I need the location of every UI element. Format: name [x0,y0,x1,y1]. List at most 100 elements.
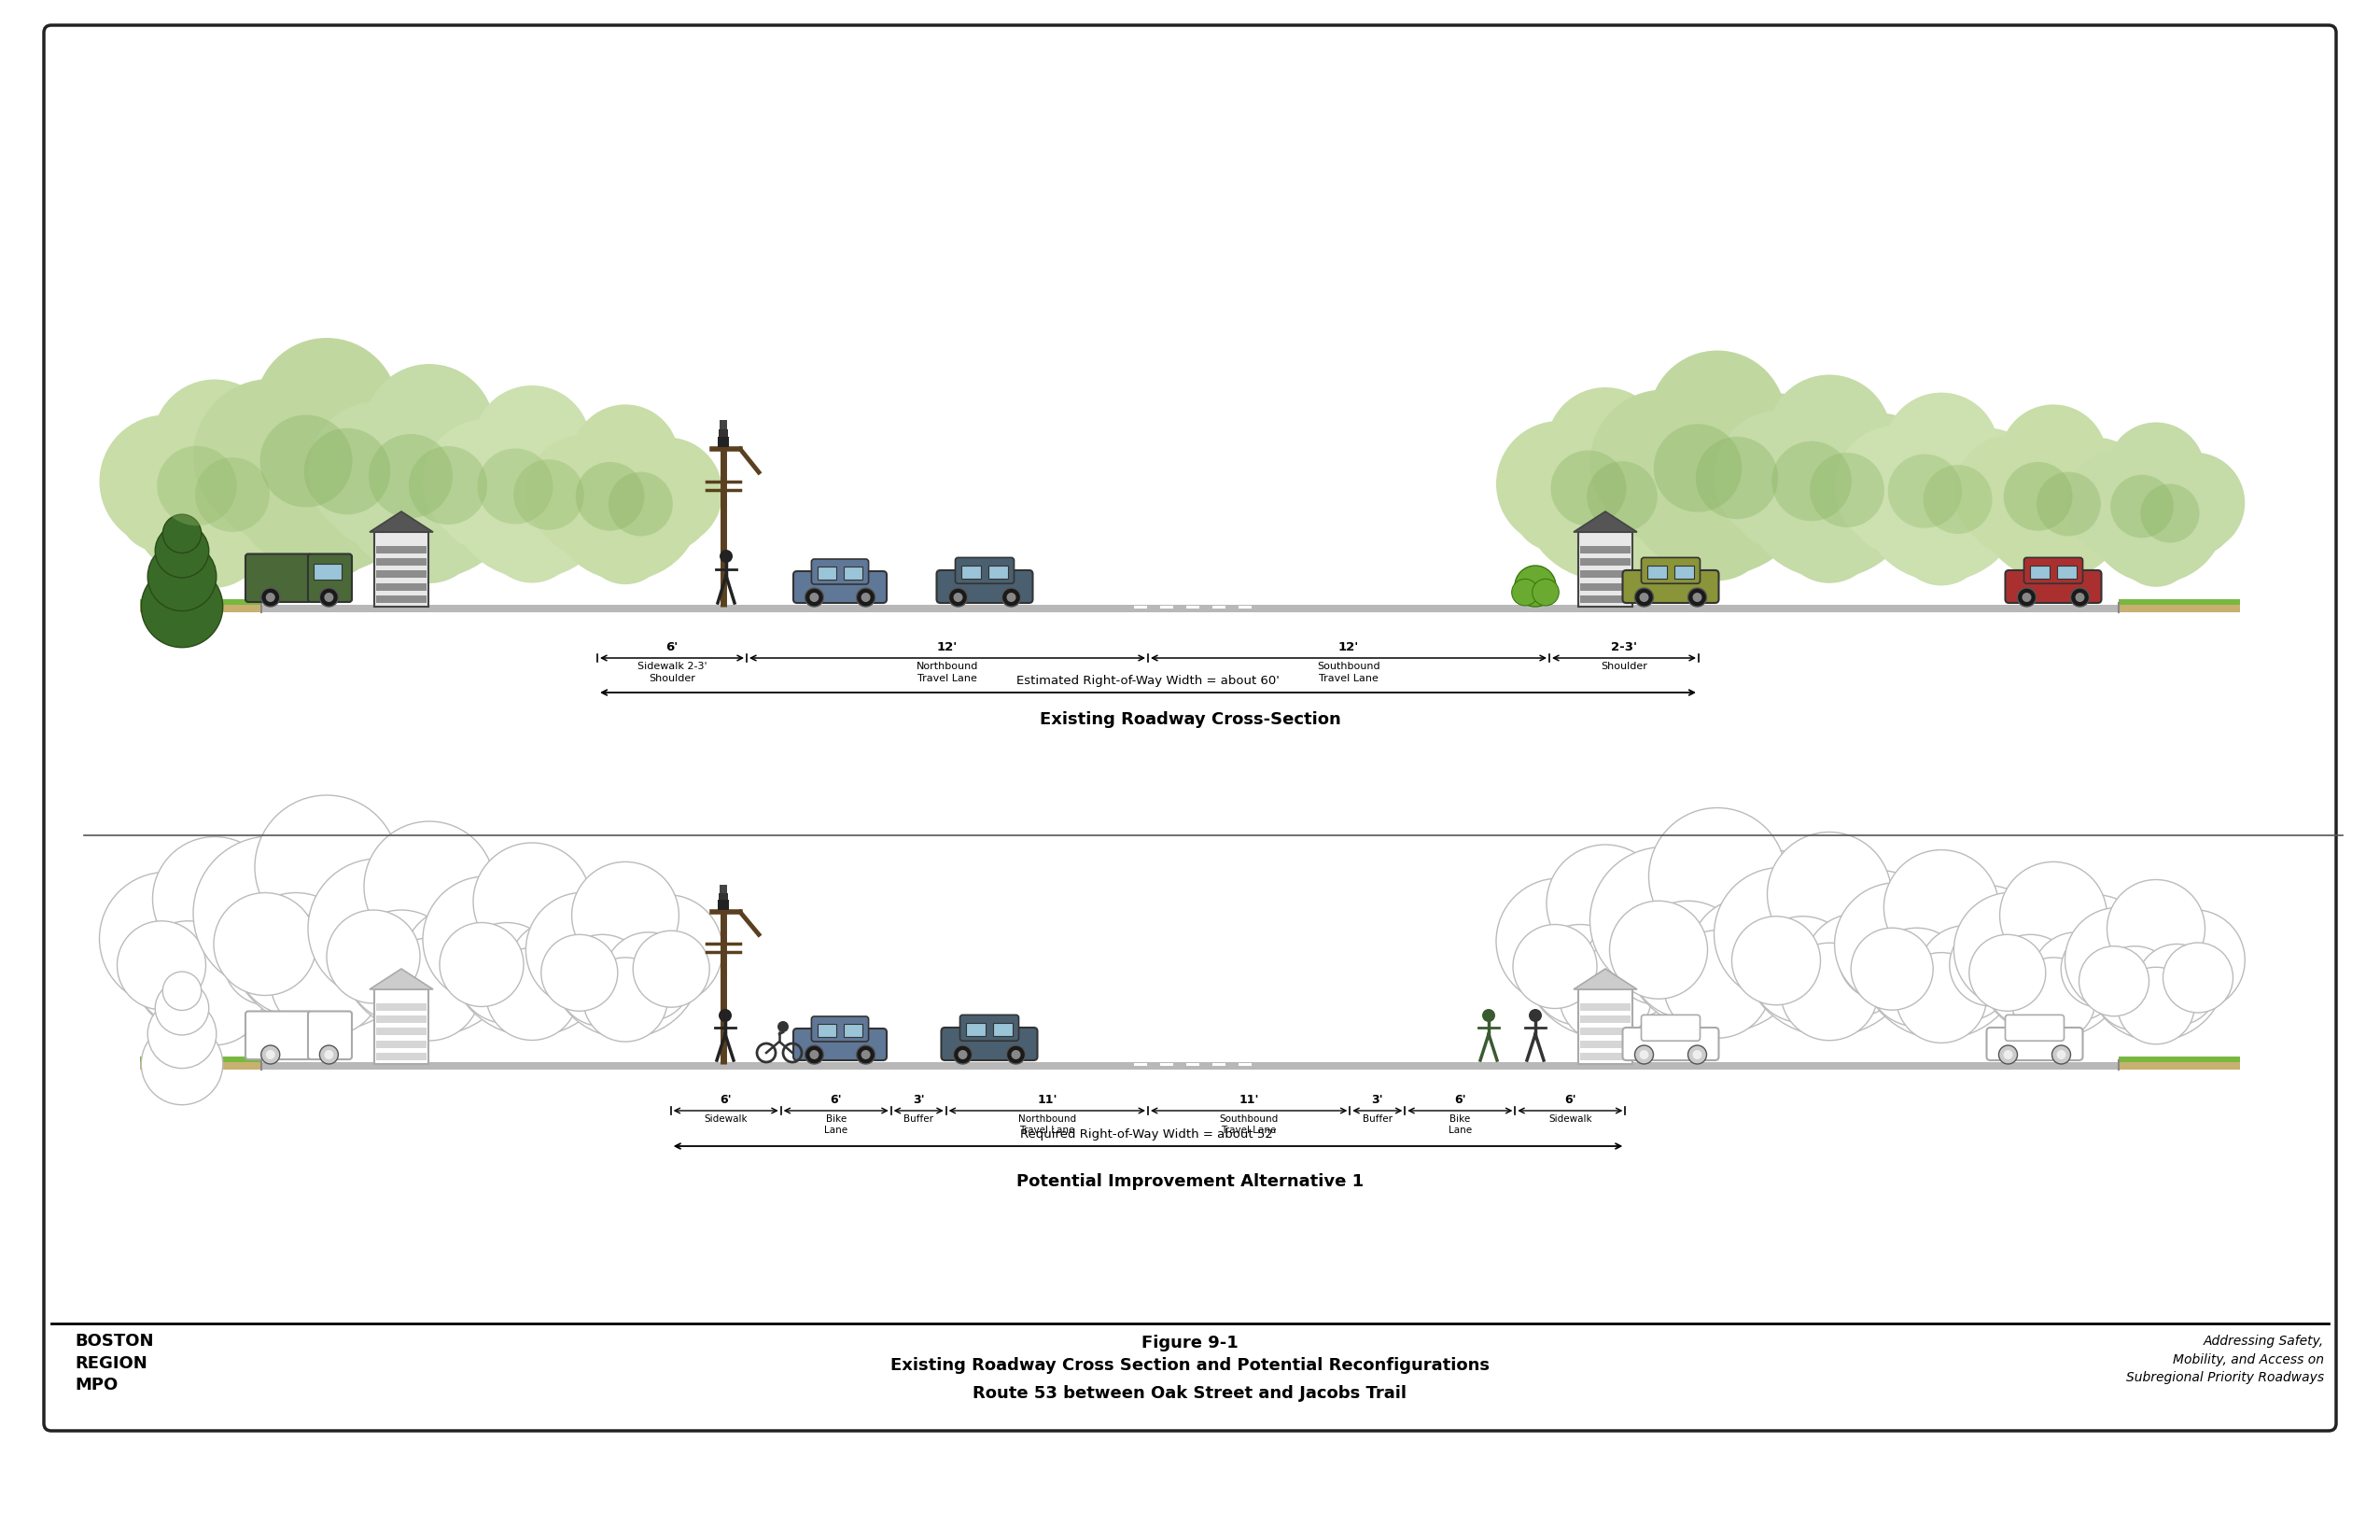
Circle shape [540,477,619,554]
Circle shape [1887,454,1961,528]
Circle shape [1859,417,2023,582]
Circle shape [319,588,338,607]
Circle shape [540,918,624,1003]
Circle shape [474,385,590,504]
Circle shape [424,876,550,1003]
Circle shape [550,428,702,581]
Circle shape [719,1009,731,1023]
Circle shape [338,430,440,533]
Bar [2118,599,2240,605]
Circle shape [409,447,488,525]
Circle shape [157,447,238,525]
Circle shape [214,893,317,995]
Circle shape [190,918,293,1021]
Bar [140,605,2240,613]
Bar [1185,1063,1200,1066]
Text: Route 53 between Oak Street and Jacobs Trail: Route 53 between Oak Street and Jacobs T… [973,1384,1407,1401]
Circle shape [1771,442,1852,521]
Circle shape [571,405,678,511]
Circle shape [609,471,674,536]
Circle shape [1547,388,1664,505]
Circle shape [1728,896,1825,993]
FancyBboxPatch shape [2006,1015,2063,1041]
Circle shape [233,436,357,559]
Circle shape [557,935,647,1026]
Circle shape [336,393,524,579]
Circle shape [857,588,876,607]
Text: BOSTON
REGION
MPO: BOSTON REGION MPO [74,1332,155,1394]
Circle shape [1547,844,1664,962]
Text: Potential Improvement Alternative 1: Potential Improvement Alternative 1 [1016,1173,1364,1190]
Text: 11': 11' [1240,1093,1259,1106]
Text: Sidewalk: Sidewalk [704,1115,747,1124]
Circle shape [345,910,457,1023]
Bar [376,571,426,578]
Circle shape [305,428,390,514]
Circle shape [457,922,557,1024]
Text: Bike: Bike [1449,1115,1471,1124]
Circle shape [440,922,524,1007]
Circle shape [474,842,590,961]
Circle shape [486,947,578,1040]
Circle shape [2066,450,2171,556]
Text: 6': 6' [831,1093,843,1106]
Circle shape [804,588,823,607]
Circle shape [1590,847,1737,993]
Bar [719,884,726,893]
Circle shape [1768,374,1892,499]
Circle shape [486,490,578,582]
Text: 12': 12' [1338,641,1359,653]
Circle shape [1530,924,1630,1026]
FancyBboxPatch shape [959,1015,1019,1041]
Circle shape [1640,1050,1649,1060]
Circle shape [100,414,233,548]
Text: Addressing Safety,
Mobility, and Access on
Subregional Priority Roadways: Addressing Safety, Mobility, and Access … [2125,1335,2323,1384]
Circle shape [2056,1050,2066,1060]
Circle shape [1692,593,1702,602]
Bar [140,599,262,605]
Text: Sidewalk 2-3': Sidewalk 2-3' [638,662,707,671]
Circle shape [2106,422,2204,521]
Circle shape [571,862,678,969]
FancyBboxPatch shape [812,559,869,584]
Circle shape [1814,870,1942,998]
Circle shape [1497,420,1623,547]
Circle shape [1852,471,1933,553]
Circle shape [298,890,416,1009]
Bar [1580,584,1630,590]
Bar [1238,605,1252,608]
Circle shape [2033,932,2121,1021]
Circle shape [402,450,512,557]
Circle shape [1664,930,1771,1038]
Circle shape [1749,459,1856,565]
Circle shape [1587,462,1656,531]
Circle shape [126,407,302,584]
Bar [140,1063,2240,1070]
Circle shape [1514,924,1597,1009]
Circle shape [2118,967,2194,1044]
Circle shape [267,1050,276,1060]
Circle shape [2011,500,2094,584]
Bar [719,420,726,430]
FancyBboxPatch shape [2006,570,2102,604]
FancyBboxPatch shape [793,1029,888,1060]
Bar [376,1053,426,1060]
Text: Existing Roadway Cross Section and Potential Reconfigurations: Existing Roadway Cross Section and Poten… [890,1357,1490,1374]
Circle shape [1804,456,1906,559]
Circle shape [326,453,419,547]
Bar [140,1056,262,1063]
Circle shape [1837,454,1928,544]
Bar [1580,1041,1630,1047]
Circle shape [152,836,276,961]
Circle shape [1609,444,1706,542]
Circle shape [233,893,357,1016]
Circle shape [1618,838,1816,1033]
Bar [376,1041,426,1047]
Circle shape [267,593,276,602]
Circle shape [1733,916,1821,1006]
Bar [1578,989,1633,1064]
Text: 6': 6' [1564,1093,1576,1106]
Circle shape [2004,1050,2013,1060]
Bar [376,584,426,590]
Bar [2030,565,2049,579]
